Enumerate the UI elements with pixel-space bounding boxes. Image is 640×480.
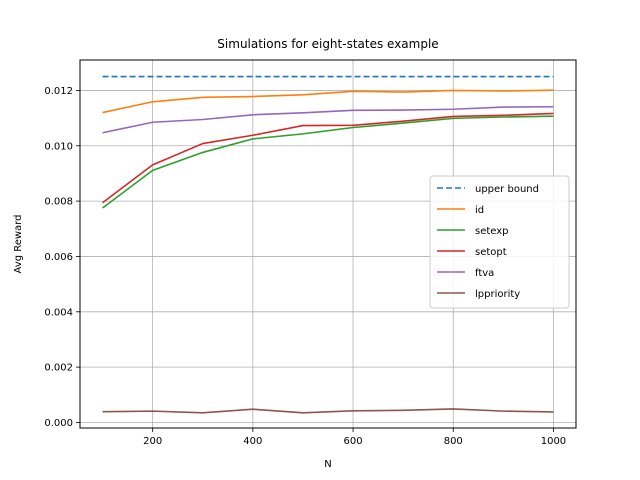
y-tick-label: 0.008 [44,197,73,208]
legend-label: setopt [475,247,507,258]
x-tick-label: 200 [143,436,162,447]
y-tick-label: 0.006 [44,252,73,263]
series-line-id [102,89,554,114]
y-axis-label: Avg Reward [13,215,24,274]
y-tick-label: 0.000 [44,418,73,429]
x-tick-label: 800 [444,436,463,447]
x-tick-label: 1000 [541,436,566,447]
series-line-setexp [102,115,554,209]
x-tick-label: 400 [243,436,262,447]
legend-label: id [475,205,484,216]
y-tick-label: 0.010 [44,141,73,152]
tick-layer: 200 400 600 800 1000 0.000 0.002 0.004 0.006 0.00… [44,86,566,447]
series-line-setopt [102,112,554,204]
y-tick-label: 0.002 [44,363,73,374]
y-tick-label: 0.004 [44,307,73,318]
series-line-ftva [102,105,554,134]
series-line-lppriority [102,408,554,414]
plot-frame [79,59,577,429]
legend-label: lppriority [475,289,520,300]
legend-label: ftva [475,268,494,279]
chart-title: Simulations for eight-states example [217,37,438,51]
x-tick-label: 600 [344,436,363,447]
legend-label: upper bound [475,184,539,195]
legend-label: setexp [475,226,509,237]
x-axis-label: N [324,459,331,470]
series-layer [102,75,554,414]
legend: upper bound id setexp setopt ftva lppriority [429,175,570,309]
y-tick-label: 0.012 [44,86,73,97]
